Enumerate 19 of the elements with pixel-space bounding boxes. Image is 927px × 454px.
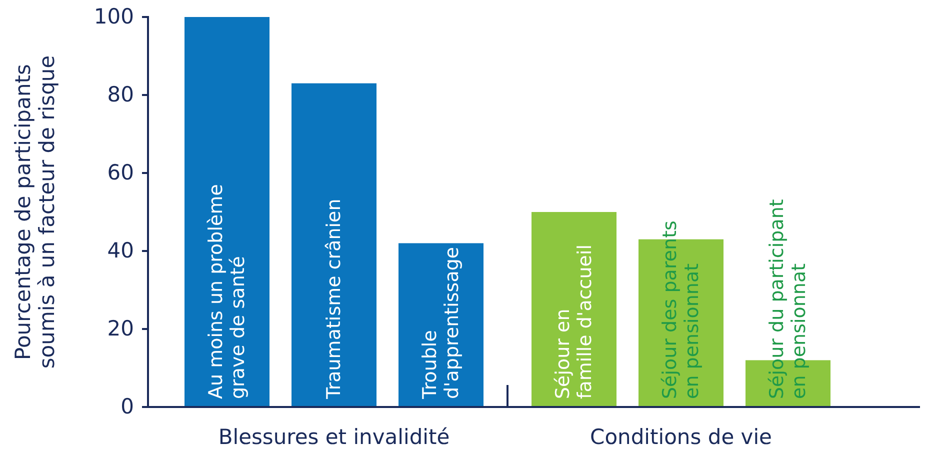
series-label: Blessures et invalidité [218, 425, 450, 449]
bar [532, 212, 616, 407]
x-tick-label: Séjour des parents en pensionnat [659, 220, 703, 399]
bar [184, 17, 270, 407]
x-tick-label: Traumatisme crânien [323, 198, 345, 400]
series-label: Conditions de vie [590, 425, 772, 449]
bar [292, 83, 376, 407]
y-tick-label: 0 [120, 394, 134, 419]
y-axis-title: Pourcentage de participants soumis à un facteur de risque [11, 55, 59, 369]
x-tick-label: Trouble d'apprentissage [419, 246, 463, 400]
x-tick-label: Au moins un problème grave de santé [205, 184, 249, 399]
x-tick-label: Séjour du participant en pensionnat [766, 199, 810, 399]
x-tick-label: Séjour en famille d'accueil [552, 244, 596, 399]
y-tick-label: 40 [107, 238, 134, 263]
y-tick-label: 20 [107, 316, 134, 341]
bar [398, 243, 484, 407]
y-tick-label: 60 [107, 160, 134, 185]
y-tick-label: 80 [107, 82, 134, 107]
y-tick-label: 100 [94, 4, 134, 29]
